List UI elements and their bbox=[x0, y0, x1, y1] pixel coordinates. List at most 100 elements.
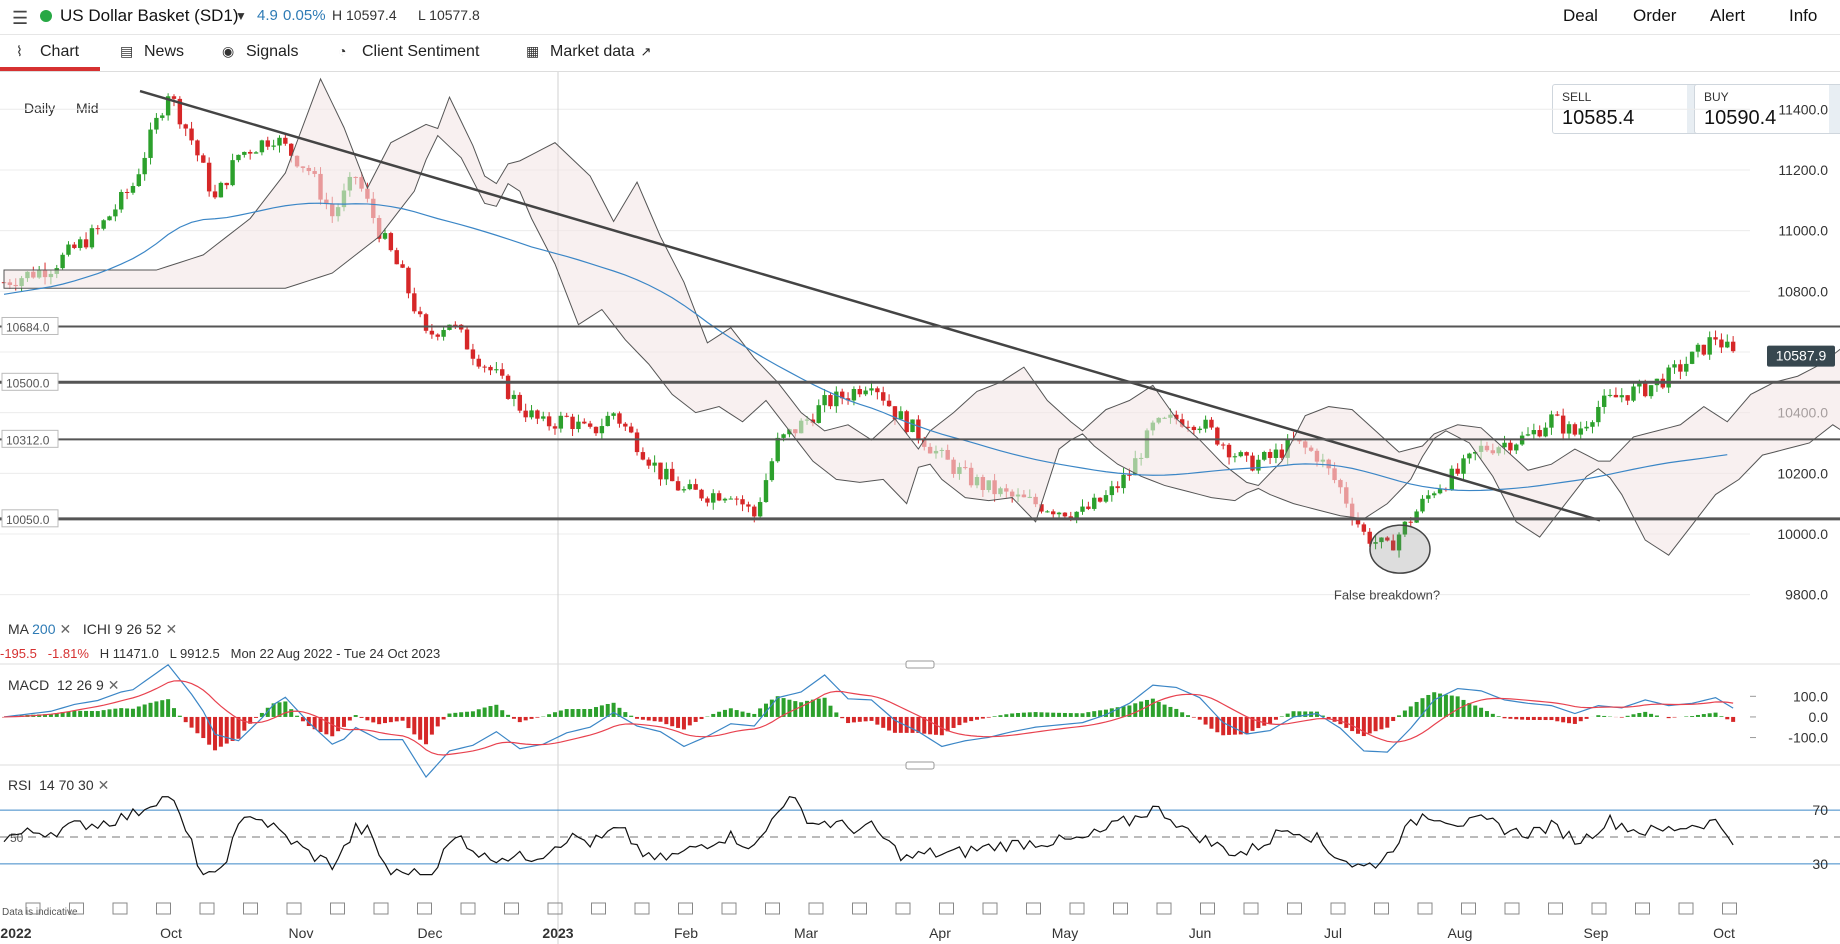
candle-body bbox=[72, 244, 77, 248]
false-breakdown-marker bbox=[1369, 524, 1431, 574]
session-low: L 10577.8 bbox=[418, 7, 480, 23]
sentiment-icon: ◔ bbox=[338, 43, 347, 59]
remove-rsi-icon[interactable]: ✕ bbox=[97, 777, 110, 793]
candle-body bbox=[1607, 394, 1613, 396]
candle-body bbox=[1092, 497, 1097, 509]
candle-body bbox=[605, 415, 610, 427]
macd-histogram-bar bbox=[1268, 716, 1273, 724]
calendar-marker bbox=[939, 902, 954, 915]
candle-body bbox=[775, 437, 780, 462]
candle-body bbox=[1385, 537, 1390, 541]
macd-histogram-bar bbox=[1291, 711, 1296, 717]
x-tick-label: Dec bbox=[418, 925, 443, 941]
candle-body bbox=[675, 481, 681, 491]
candle-body bbox=[423, 314, 429, 331]
macd-histogram-bar bbox=[752, 713, 757, 717]
candle-body bbox=[253, 152, 259, 154]
calendar-marker bbox=[1287, 902, 1302, 915]
macd-histogram-bar bbox=[1455, 696, 1460, 717]
alert-link[interactable]: Alert bbox=[1710, 6, 1745, 25]
macd-histogram-bar bbox=[254, 716, 259, 718]
macd-histogram-bar bbox=[1479, 707, 1484, 717]
macd-tick-label: -100.0 bbox=[1788, 730, 1828, 746]
calendar-marker bbox=[417, 902, 432, 915]
deal-link[interactable]: Deal bbox=[1563, 6, 1598, 25]
order-link[interactable]: Order bbox=[1633, 6, 1677, 25]
macd-histogram-bar bbox=[1373, 716, 1378, 732]
macd-histogram-bar bbox=[693, 716, 698, 722]
remove-ichi-icon[interactable]: ✕ bbox=[165, 621, 178, 637]
x-tick-label: 2022 bbox=[0, 925, 31, 941]
candle-body bbox=[1379, 537, 1384, 543]
candle-body bbox=[693, 484, 698, 490]
macd-histogram-bar bbox=[1221, 716, 1226, 736]
instrument-dropdown-icon[interactable]: ▼ bbox=[235, 9, 247, 23]
info-link[interactable]: Info bbox=[1789, 6, 1818, 25]
macd-histogram-bar bbox=[1701, 714, 1706, 717]
candle-body bbox=[769, 461, 775, 481]
candle-body bbox=[1039, 504, 1044, 512]
candle-body bbox=[781, 434, 786, 438]
macd-histogram-bar bbox=[1174, 708, 1179, 717]
macd-legend: MACD 12 26 9 ✕ bbox=[8, 677, 120, 693]
candle-body bbox=[834, 391, 839, 407]
macd-histogram-bar bbox=[447, 713, 452, 717]
candle-body bbox=[1531, 430, 1537, 435]
tab-signals[interactable]: ◉ Signals bbox=[222, 43, 299, 60]
macd-histogram-bar bbox=[1443, 694, 1448, 717]
candle-body bbox=[1584, 426, 1589, 429]
candle-body bbox=[201, 155, 206, 163]
macd-histogram-bar bbox=[992, 716, 997, 717]
tab-chart[interactable]: ⌇ Chart bbox=[16, 43, 80, 60]
calendar-marker bbox=[808, 902, 824, 915]
macd-histogram-bar bbox=[1256, 716, 1261, 729]
candle-body bbox=[1672, 364, 1677, 368]
remove-macd-icon[interactable]: ✕ bbox=[107, 677, 120, 693]
tab-news[interactable]: ▤ News bbox=[120, 43, 185, 60]
candle-body bbox=[1056, 512, 1062, 515]
macd-histogram-bar bbox=[1356, 716, 1361, 734]
macd-histogram-bar bbox=[236, 716, 241, 739]
macd-histogram-bar bbox=[1695, 714, 1700, 717]
candle-body bbox=[1367, 531, 1372, 544]
macd-histogram-bar bbox=[629, 715, 634, 717]
x-tick-label: Feb bbox=[674, 925, 698, 941]
macd-histogram-bar bbox=[224, 716, 229, 744]
macd-histogram-bar bbox=[828, 705, 833, 717]
candle-body bbox=[1121, 474, 1126, 489]
hamburger-menu-icon[interactable]: ☰ bbox=[12, 8, 29, 28]
chart-canvas[interactable]: 9800.010000.010200.010400.010800.011000.… bbox=[0, 72, 1840, 944]
candle-body bbox=[1414, 511, 1419, 523]
candle-body bbox=[552, 426, 558, 429]
macd-histogram-bar bbox=[869, 716, 874, 721]
candle-body bbox=[412, 293, 417, 312]
macd-histogram-bar bbox=[1033, 712, 1038, 717]
instrument-name[interactable]: US Dollar Basket (SD1) bbox=[60, 6, 239, 25]
tab-client-sentiment[interactable]: ◔ Client Sentiment bbox=[338, 43, 480, 60]
x-tick-label: Apr bbox=[929, 925, 951, 941]
candle-body bbox=[828, 395, 833, 407]
candle-body bbox=[1613, 394, 1619, 398]
interval-selector[interactable]: Daily bbox=[24, 100, 56, 116]
macd-histogram-bar bbox=[1385, 716, 1390, 728]
macd-histogram-bar bbox=[412, 716, 417, 735]
candle-body bbox=[283, 137, 288, 144]
macd-histogram-bar bbox=[1209, 716, 1214, 729]
macd-histogram-bar bbox=[1045, 712, 1050, 717]
candle-body bbox=[1396, 534, 1402, 551]
macd-histogram-bar bbox=[594, 707, 599, 717]
candle-body bbox=[224, 182, 229, 186]
calendar-marker bbox=[1548, 902, 1563, 915]
price-type-selector[interactable]: Mid bbox=[76, 100, 99, 116]
candle-body bbox=[183, 124, 188, 129]
macd-histogram-bar bbox=[998, 715, 1003, 717]
calendar-marker bbox=[852, 902, 867, 915]
remove-ma-icon[interactable]: ✕ bbox=[59, 621, 72, 637]
candle-body bbox=[119, 191, 124, 210]
tab-market-data[interactable]: ▦ Market data ↗ bbox=[526, 43, 652, 60]
macd-histogram-bar bbox=[1525, 716, 1530, 720]
macd-histogram-bar bbox=[664, 716, 669, 725]
macd-histogram-bar bbox=[207, 716, 212, 745]
macd-histogram-bar bbox=[951, 716, 956, 728]
x-tick-label: Jun bbox=[1189, 925, 1212, 941]
